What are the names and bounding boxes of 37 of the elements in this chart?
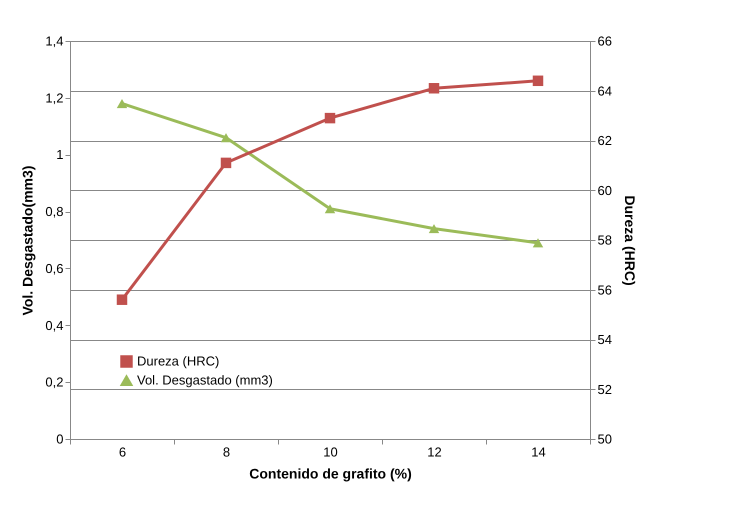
point (324, 112, 336, 124)
y-tick-label: 1,2 (45, 90, 64, 106)
y-axis-title: Vol. Desgastado(mm3) (19, 166, 36, 316)
point (428, 224, 440, 234)
y2-tick-label: 66 (598, 34, 612, 48)
point (220, 133, 232, 142)
point (324, 204, 336, 214)
y-tick-label: 0,8 (45, 204, 64, 220)
point (116, 294, 128, 305)
y2-tick-label: 54 (598, 332, 612, 347)
y-tick-label: 0,6 (45, 260, 64, 276)
legend-label: Dureza (HRC) (137, 354, 220, 368)
point (532, 76, 544, 86)
x-axis-title: Contenido de grafito (%) (249, 466, 412, 482)
legend-label: Vol. Desgastado (mm3) (137, 372, 273, 388)
x-tick-label: 10 (323, 444, 338, 460)
y-tick-label: 0,4 (45, 318, 64, 333)
y-tick-label: 0,2 (45, 374, 64, 390)
y2-tick-label: 60 (598, 182, 612, 198)
point (220, 158, 232, 168)
y-tick-label: 1 (56, 147, 64, 162)
x-tick-label: 14 (531, 444, 546, 460)
y2-tick-label: 52 (598, 382, 612, 397)
x-tick-label: 8 (222, 444, 230, 460)
y2-tick-label: 56 (598, 282, 612, 298)
y-tick-label: 1,4 (45, 34, 64, 48)
y2-axis-title: Dureza (HRC) (622, 195, 638, 286)
y-tick-label: 0 (56, 432, 64, 446)
x-tick-label: 6 (118, 444, 126, 460)
y2-tick-label: 58 (598, 232, 612, 248)
point (532, 238, 544, 248)
y2-tick-label: 50 (598, 432, 612, 446)
y2-tick-label: 64 (598, 83, 612, 98)
point (116, 99, 128, 108)
x-tick-label: 12 (427, 444, 442, 460)
point (428, 83, 440, 94)
y2-tick-label: 62 (598, 133, 612, 148)
